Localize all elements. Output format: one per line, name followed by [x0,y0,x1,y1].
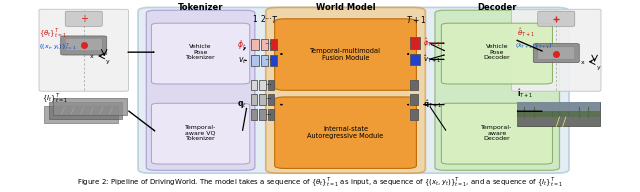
Bar [410,80,419,90]
FancyBboxPatch shape [61,36,107,55]
Bar [53,98,127,115]
Text: $\hat{\theta}_{T+1}$: $\hat{\theta}_{T+1}$ [516,27,534,39]
Text: x: x [90,54,94,59]
Text: $\phi_t$: $\phi_t$ [237,38,246,51]
Text: $\{\theta_t\}_{t=1}^T$: $\{\theta_t\}_{t=1}^T$ [39,26,67,40]
Text: $\hat{v}_{T+1}$: $\hat{v}_{T+1}$ [423,54,441,65]
FancyBboxPatch shape [65,38,102,51]
Text: Figure 2: Pipeline of DrivingWorld. The model takes a sequence of $\{\theta_t\}_: Figure 2: Pipeline of DrivingWorld. The … [77,175,563,189]
Bar [410,37,420,49]
Text: ···: ··· [264,15,272,24]
FancyBboxPatch shape [435,10,559,170]
FancyBboxPatch shape [538,11,575,26]
Text: $T$: $T$ [271,14,278,25]
FancyBboxPatch shape [152,103,250,164]
Bar [259,94,266,105]
Text: ···: ··· [265,96,271,102]
Text: Vehicle
Pose
Decoder: Vehicle Pose Decoder [484,44,510,60]
Text: World Model: World Model [316,3,375,12]
Bar [516,102,600,111]
FancyBboxPatch shape [511,9,601,91]
FancyBboxPatch shape [533,44,579,63]
Text: ···: ··· [264,56,272,65]
Text: $v_t$: $v_t$ [238,55,246,66]
Text: +: + [80,14,88,24]
Text: $T+1$: $T+1$ [406,14,426,25]
FancyBboxPatch shape [138,7,569,173]
FancyBboxPatch shape [275,19,417,90]
Text: $\hat{\mathbf{q}}_{T+1}$: $\hat{\mathbf{q}}_{T+1}$ [423,99,442,110]
Bar [269,39,277,50]
Bar [49,102,122,119]
Bar [268,109,274,120]
Text: Temporal-
aware
Decoder: Temporal- aware Decoder [481,125,513,142]
Bar [410,94,419,105]
Text: $\hat{\phi}_{T+1}$: $\hat{\phi}_{T+1}$ [423,37,441,50]
Text: $\{I_t\}_{t=1}^T$: $\{I_t\}_{t=1}^T$ [42,91,68,105]
Text: Temporal-multimodal
Fusion Module: Temporal-multimodal Fusion Module [310,48,381,60]
Text: $\hat{\mathbf{I}}_{T+1}$: $\hat{\mathbf{I}}_{T+1}$ [516,88,533,100]
FancyBboxPatch shape [442,23,552,84]
Bar [410,54,420,65]
Text: y: y [596,65,600,70]
Bar [516,102,600,127]
Bar [251,109,257,120]
Bar [260,55,268,66]
Text: ···: ··· [264,40,272,49]
FancyBboxPatch shape [152,23,250,84]
Text: Tokenizer: Tokenizer [178,3,223,12]
Text: 2: 2 [260,15,266,24]
Text: ···: ··· [265,112,271,118]
Bar [44,106,118,123]
Text: 1: 1 [252,15,257,24]
Text: $\mathbf{q}_t$: $\mathbf{q}_t$ [237,99,246,110]
Text: Temporal-
aware VQ
Tokenizer: Temporal- aware VQ Tokenizer [185,125,216,142]
Bar [268,94,274,105]
Text: $(\hat{x}_{T+1},\hat{y}_{T+1})$: $(\hat{x}_{T+1},\hat{y}_{T+1})$ [515,41,553,51]
Bar [259,109,266,120]
Text: x: x [580,60,584,65]
Text: Vehicle
Pose
Tokenizer: Vehicle Pose Tokenizer [186,44,216,60]
FancyBboxPatch shape [275,97,417,168]
Bar [251,80,257,90]
FancyBboxPatch shape [538,47,575,59]
Bar [516,117,600,127]
Bar [269,55,277,66]
Bar [251,55,259,66]
FancyBboxPatch shape [147,10,255,170]
Bar [268,80,274,90]
FancyBboxPatch shape [442,103,552,164]
FancyBboxPatch shape [65,11,102,26]
Bar [259,80,266,90]
FancyBboxPatch shape [266,7,426,173]
Text: y: y [106,59,110,64]
FancyBboxPatch shape [39,9,129,91]
Text: Decoder: Decoder [477,3,516,12]
Text: $\{(x_t,y_t)\}_{t=1}^T$: $\{(x_t,y_t)\}_{t=1}^T$ [38,41,76,52]
Text: ···: ··· [265,82,271,88]
Bar [260,39,268,50]
Text: Internal-state
Autoregressive Module: Internal-state Autoregressive Module [307,126,383,139]
Bar [251,94,257,105]
Bar [410,109,419,120]
Bar [251,39,259,50]
